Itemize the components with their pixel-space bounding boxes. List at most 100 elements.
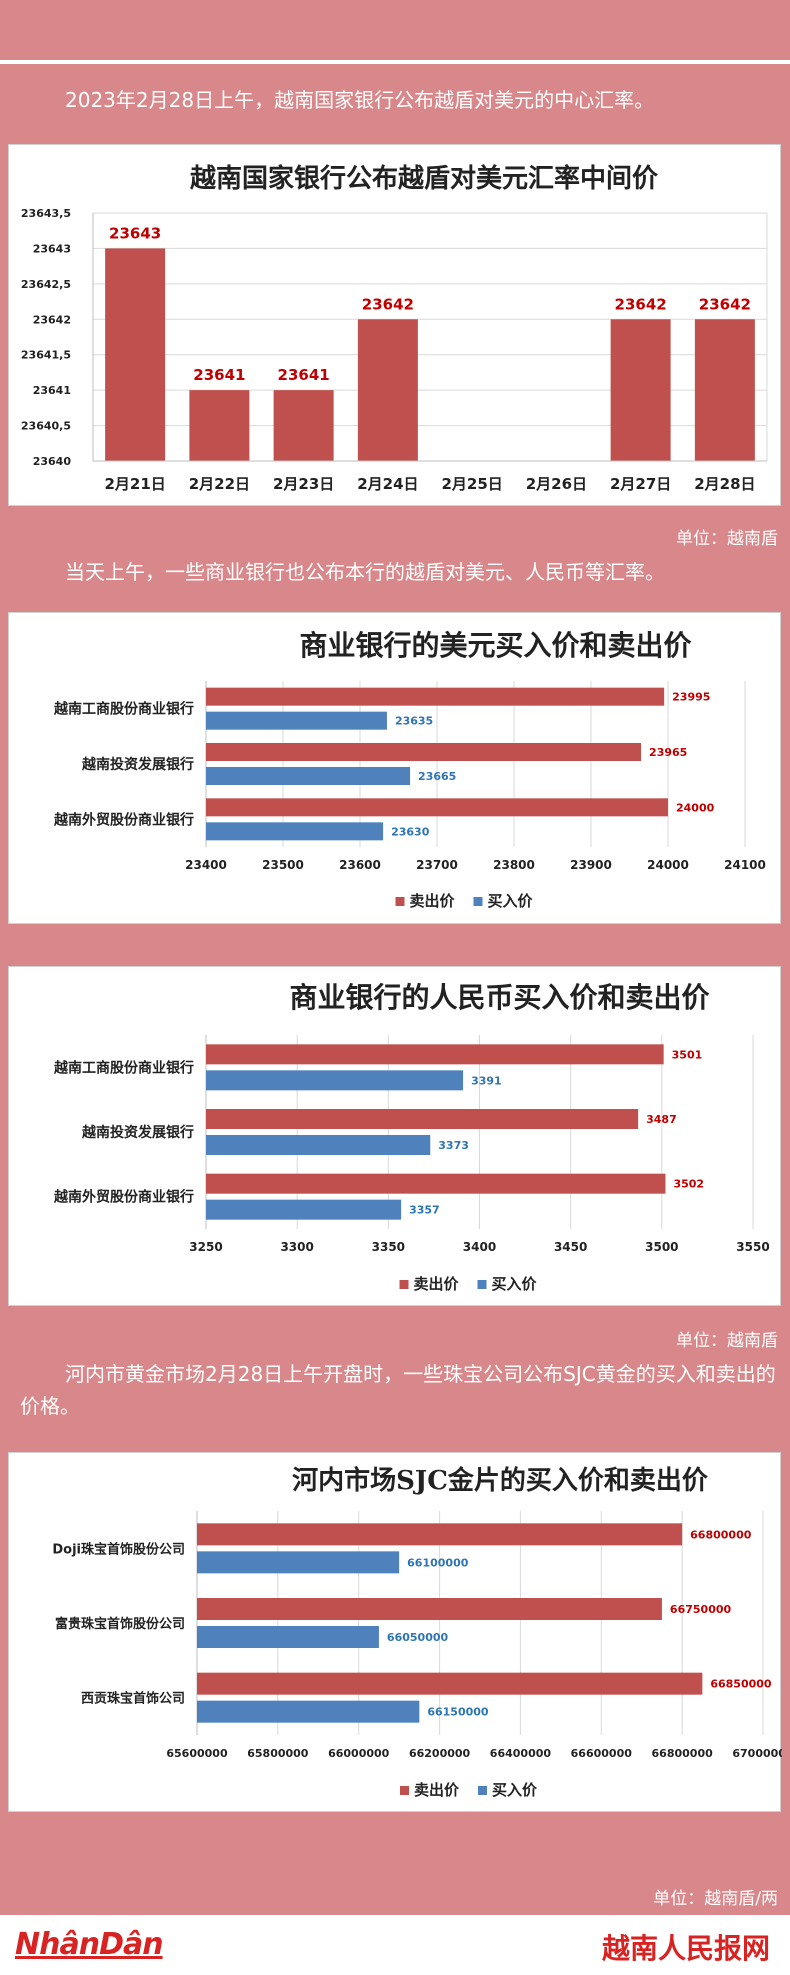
x-tick-label: 3550 xyxy=(736,1240,769,1254)
bar xyxy=(610,319,671,461)
x-tick-label: 23700 xyxy=(416,858,458,872)
x-tick-label: 66000000 xyxy=(328,1747,390,1760)
legend-swatch-buy xyxy=(478,1786,487,1795)
data-label-buy: 3373 xyxy=(438,1139,469,1152)
x-tick-label: 66800000 xyxy=(652,1747,714,1760)
bar-buy xyxy=(206,767,411,785)
bar xyxy=(105,248,166,461)
category-label: 越南外贸股份商业银行 xyxy=(53,811,194,828)
chart-panel-gold: 河内市场SJC金片的买入价和卖出价 65600000 65800000 6600000… xyxy=(8,1452,782,1812)
chart-title: 越南国家银行公布越盾对美元汇率中间价 xyxy=(190,163,659,194)
bar-sell xyxy=(206,687,665,706)
legend-label-buy: 买入价 xyxy=(492,1781,538,1799)
data-label-sell: 3502 xyxy=(673,1178,704,1191)
x-tick-label: 3500 xyxy=(645,1240,678,1254)
data-label: 23642 xyxy=(362,295,414,313)
category-label: 越南投资发展银行 xyxy=(81,756,194,773)
x-tick-label: 67000000 xyxy=(732,1747,782,1760)
data-label: 23642 xyxy=(699,295,751,313)
x-tick-label: 3250 xyxy=(189,1240,222,1254)
bar-sell xyxy=(206,1044,664,1065)
legend-swatch-sell xyxy=(399,1280,409,1289)
bar-sell xyxy=(206,1173,666,1194)
data-label: 23641 xyxy=(193,366,245,384)
x-tick-label: 3400 xyxy=(463,1240,496,1254)
x-tick-label: 2月24日 xyxy=(357,475,418,493)
x-tick-label: 23800 xyxy=(493,858,535,872)
x-tick-label: 66600000 xyxy=(571,1747,633,1760)
site-name-logo[interactable]: 越南人民报网 xyxy=(601,1932,770,1965)
x-tick-label: 2月27日 xyxy=(610,475,671,493)
central-rate-chart: 越南国家银行公布越盾对美元汇率中间价 23640 23640,5 23641 23641… xyxy=(21,163,768,493)
intro-text-commercial-banks: 当天上午，一些商业银行也公布本行的越盾对美元、人民币等汇率。 xyxy=(65,560,665,584)
data-label: 23643 xyxy=(109,224,161,242)
bar-buy xyxy=(197,1551,400,1574)
intro-text-gold: 河内市黄金市场2月28日上午开盘时，一些珠宝公司公布SJC黄金的买入和卖出的价格… xyxy=(20,1362,776,1418)
legend-label-sell: 卖出价 xyxy=(410,892,456,910)
legend-label-buy: 买入价 xyxy=(488,892,534,910)
data-label-buy: 3357 xyxy=(409,1204,440,1217)
legend-label-buy: 买入价 xyxy=(492,1275,538,1293)
x-tick-label: 3300 xyxy=(280,1240,313,1254)
x-tick-label: 2月21日 xyxy=(104,475,165,493)
bar xyxy=(357,319,418,461)
top-divider xyxy=(0,60,790,64)
x-tick-label: 65800000 xyxy=(247,1747,309,1760)
category-label: 富贵珠宝首饰股份公司 xyxy=(55,1616,185,1632)
data-label-sell: 66750000 xyxy=(670,1603,732,1616)
category-label: Doji珠宝首饰股份公司 xyxy=(52,1541,185,1557)
bar xyxy=(273,390,334,461)
legend-label-sell: 卖出价 xyxy=(414,1275,460,1293)
data-label-sell: 23995 xyxy=(672,691,710,704)
unit-label-1: 单位：越南盾 xyxy=(676,529,778,549)
gold-prices-chart: 河内市场SJC金片的买入价和卖出价 65600000 65800000 6600000… xyxy=(52,1465,782,1799)
category-label: 越南外贸股份商业银行 xyxy=(53,1189,194,1206)
x-tick-label: 65600000 xyxy=(166,1747,228,1760)
data-label-buy: 3391 xyxy=(471,1074,502,1087)
category-label: 越南工商股份商业银行 xyxy=(53,701,194,718)
nhandan-logo[interactable]: NhânDân xyxy=(15,1927,164,1962)
bar-buy xyxy=(197,1700,420,1723)
data-label-sell: 24000 xyxy=(676,801,715,814)
data-label-sell: 3487 xyxy=(646,1113,677,1126)
bar-buy xyxy=(206,1135,431,1155)
x-tick-label: 23400 xyxy=(185,858,227,872)
data-label-sell: 3501 xyxy=(672,1048,703,1061)
data-label-sell: 66850000 xyxy=(710,1678,772,1691)
bar-sell xyxy=(197,1523,683,1546)
unit-label-2: 单位：越南盾 xyxy=(676,1331,778,1351)
data-label-buy: 66150000 xyxy=(427,1706,489,1719)
chart-panel-cny: 商业银行的人民币买入价和卖出价 3250 3300 3350 3400 3450 3500 3… xyxy=(8,966,781,1306)
legend-swatch-buy xyxy=(477,1280,487,1289)
bar-buy xyxy=(197,1626,379,1648)
intro-text-central-rate: 2023年2月28日上午，越南国家银行公布越盾对美元的中心汇率。 xyxy=(65,88,655,112)
unit-label-3: 单位：越南盾/两 xyxy=(653,1889,778,1909)
legend-swatch-sell xyxy=(400,1786,409,1795)
data-label-sell: 66800000 xyxy=(690,1528,752,1541)
usd-rates-chart: 商业银行的美元买入价和卖出价 23400 23500 23600 23700 23800 2… xyxy=(53,629,766,910)
x-tick-label: 23900 xyxy=(570,858,612,872)
y-tick-label: 23640 xyxy=(33,455,72,468)
cny-rates-chart: 商业银行的人民币买入价和卖出价 3250 3300 3350 3400 3450 3500 3… xyxy=(53,981,770,1293)
x-tick-label: 66200000 xyxy=(409,1747,471,1760)
chart-panel-usd: 商业银行的美元买入价和卖出价 23400 23500 23600 23700 23800 2… xyxy=(8,612,781,924)
data-label-buy: 66100000 xyxy=(407,1556,469,1569)
bar-buy xyxy=(206,1199,402,1220)
legend-swatch-buy xyxy=(473,897,483,906)
x-tick-label: 23500 xyxy=(262,858,304,872)
bar xyxy=(189,390,250,461)
bar xyxy=(694,319,755,461)
x-tick-label: 2月23日 xyxy=(273,475,334,493)
data-label: 23642 xyxy=(615,295,667,313)
x-tick-label: 3450 xyxy=(554,1240,587,1254)
y-tick-label: 23643 xyxy=(33,242,71,255)
y-tick-label: 23641,5 xyxy=(21,349,71,362)
bar-sell xyxy=(197,1672,703,1695)
bar-buy xyxy=(206,711,387,730)
category-label: 西贡珠宝首饰公司 xyxy=(81,1691,185,1707)
x-tick-label: 2月26日 xyxy=(526,475,587,493)
category-label: 越南投资发展银行 xyxy=(81,1124,194,1141)
chart-title: 商业银行的美元买入价和卖出价 xyxy=(299,629,692,662)
x-tick-label: 24100 xyxy=(724,858,766,872)
footer: NhânDân 越南人民报网 xyxy=(0,1915,790,1975)
